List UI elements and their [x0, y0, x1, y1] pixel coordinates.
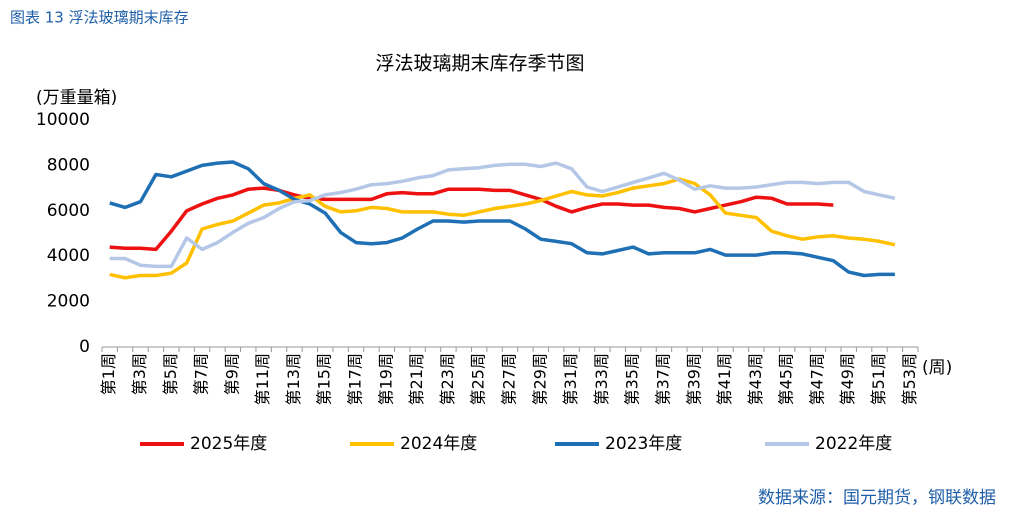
x-tick-label: 第37周	[653, 353, 672, 405]
legend-label: 2025年度	[190, 434, 267, 454]
chart-title: 浮法玻璃期末库存季节图	[375, 53, 584, 75]
series-line	[109, 186, 834, 252]
x-tick-label: 第17周	[346, 353, 365, 405]
x-tick-label: 第11周	[253, 353, 272, 405]
y-tick-label: 4000	[47, 246, 90, 266]
x-tick-label: 第1周	[99, 353, 118, 395]
y-axis-label: (万重量箱)	[36, 88, 117, 108]
x-tick-label: 第49周	[838, 353, 857, 405]
x-tick-label: 第31周	[561, 353, 580, 405]
x-tick-label: 第23周	[438, 353, 457, 405]
x-tick-label: 第53周	[900, 353, 919, 405]
series-line	[109, 161, 896, 269]
x-tick-label: 第33周	[592, 353, 611, 405]
x-tick-label: 第27周	[500, 353, 519, 405]
x-tick-label: 第3周	[130, 353, 149, 395]
y-tick-label: 8000	[47, 155, 90, 175]
legend-label: 2023年度	[605, 434, 682, 454]
x-tick-label: 第9周	[222, 353, 241, 395]
x-tick-label: 第15周	[315, 353, 334, 405]
source-note: 数据来源：国元期货，钢联数据	[758, 488, 996, 508]
series-line	[109, 177, 896, 280]
figure-header: 图表 13 浮法玻璃期末库存	[10, 9, 189, 27]
x-tick-label: 第51周	[869, 353, 888, 405]
x-tick-label: 第5周	[161, 353, 180, 395]
y-tick-label: 2000	[47, 292, 90, 312]
legend-label: 2022年度	[815, 434, 892, 454]
y-tick-label: 0	[79, 337, 90, 357]
x-tick-label: 第39周	[684, 353, 703, 405]
x-tick-label: 第43周	[746, 353, 765, 405]
x-tick-label: 第21周	[407, 353, 426, 405]
x-tick-label: 第13周	[284, 353, 303, 405]
y-tick-label: 6000	[47, 201, 90, 221]
x-tick-label: 第7周	[192, 353, 211, 395]
x-tick-label: 第35周	[623, 353, 642, 405]
x-tick-label: 第19周	[376, 353, 395, 405]
x-tick-label: 第45周	[777, 353, 796, 405]
x-tick-label: 第29周	[530, 353, 549, 405]
series-line	[109, 160, 895, 278]
x-tick-label: 第47周	[807, 353, 826, 405]
x-axis-label: (周)	[922, 358, 952, 378]
x-tick-label: 第25周	[469, 353, 488, 405]
x-tick-label: 第41周	[715, 353, 734, 405]
legend-label: 2024年度	[400, 434, 477, 454]
y-tick-label: 10000	[36, 110, 90, 130]
